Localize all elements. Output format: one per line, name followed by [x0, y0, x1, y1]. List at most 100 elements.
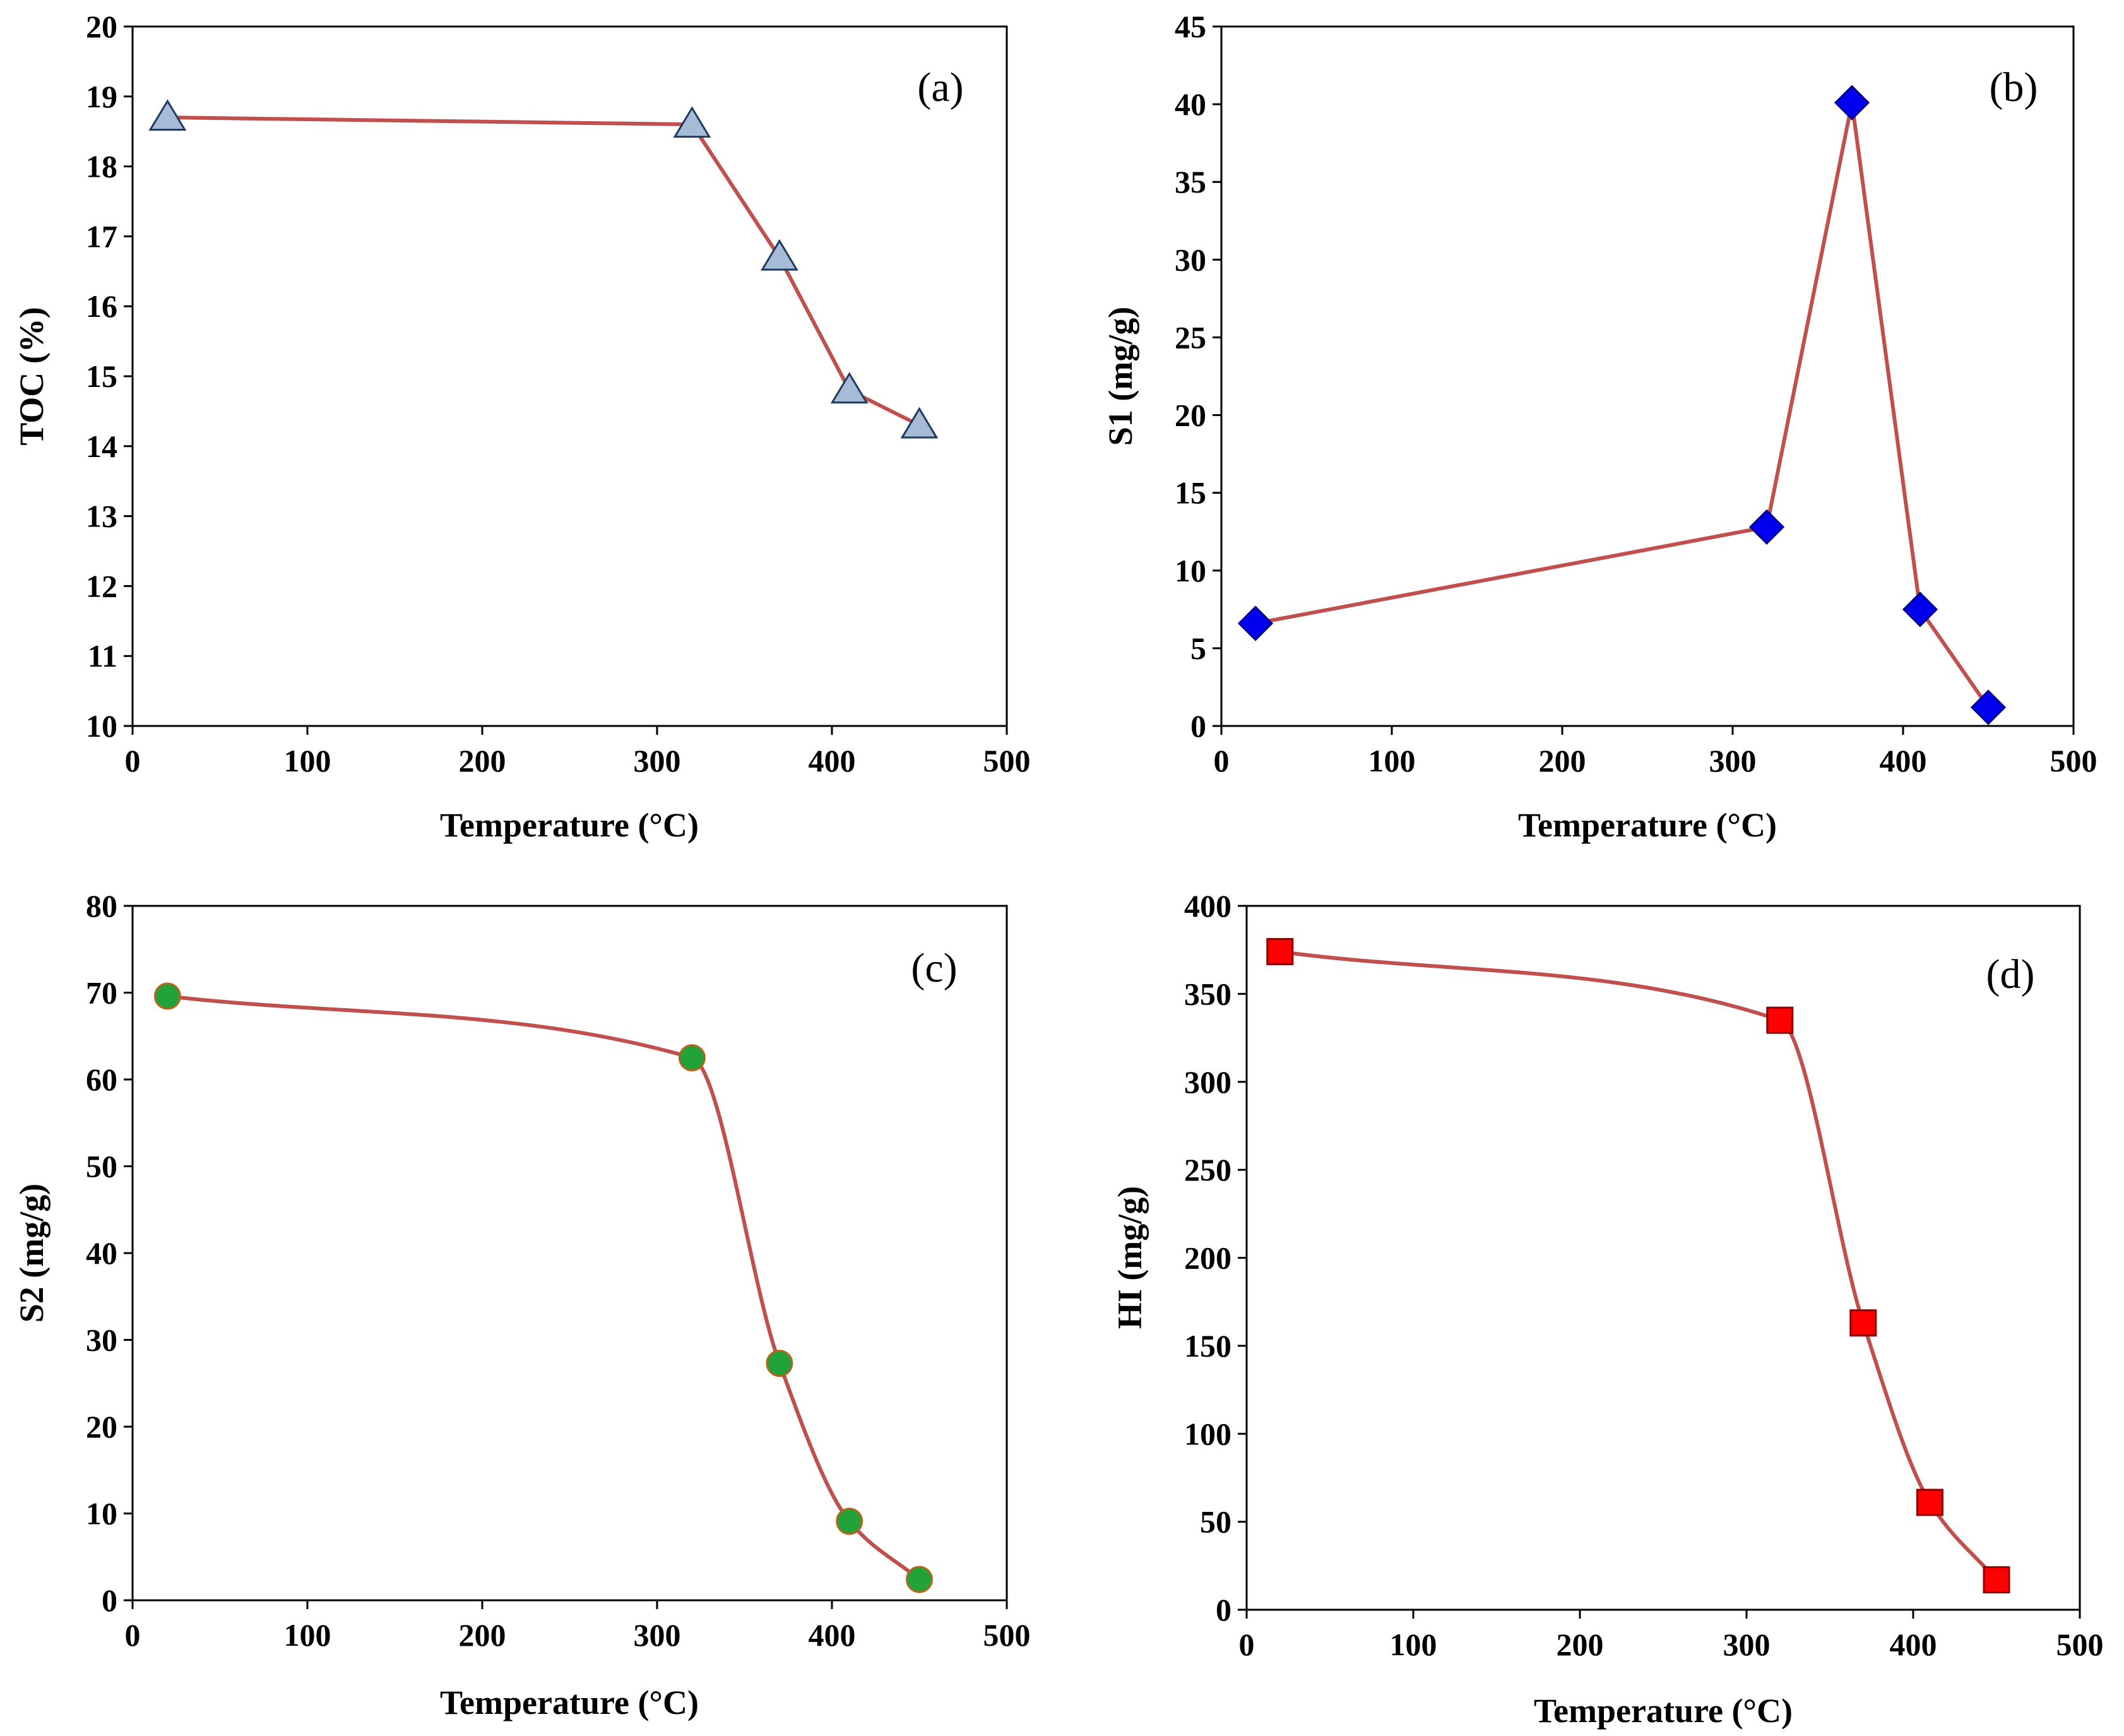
plot-area-a — [131, 25, 1008, 727]
y-tick-label: 10 — [86, 708, 117, 744]
panel-c: 0 10 20 30 40 50 60 70 80 0 100 200 300 400 500 (c) T… — [13, 888, 1031, 1721]
y-tick-label: 15 — [1175, 475, 1206, 511]
y-tick-label: 20 — [1175, 398, 1206, 433]
y-tick-label: 10 — [86, 1496, 117, 1531]
y-tick-label: 0 — [1190, 708, 1206, 744]
x-tick-label: 400 — [809, 1617, 856, 1653]
y-tick-label: 19 — [86, 79, 117, 114]
y-tick-label: 200 — [1184, 1240, 1231, 1276]
x-tick-label: 500 — [2056, 1627, 2104, 1662]
data-point-triangle — [830, 372, 869, 404]
y-tick-label: 40 — [1175, 86, 1206, 122]
x-tick-label: 0 — [1214, 743, 1230, 778]
data-point-square — [1849, 1309, 1877, 1337]
data-point-diamond — [1748, 509, 1785, 545]
x-tick-label: 100 — [1390, 1627, 1437, 1662]
data-point-circle — [153, 982, 181, 1010]
y-tick-label: 60 — [86, 1062, 117, 1097]
x-axis-title-c: Temperature (°C) — [440, 1684, 699, 1721]
data-point-circle — [678, 1044, 706, 1072]
y-tick-label: 80 — [86, 888, 117, 924]
x-axis-title-a: Temperature (°C) — [440, 806, 699, 844]
x-ticks-d: 0 100 200 300 400 500 — [1239, 1610, 2104, 1662]
y-tick-label: 0 — [1216, 1592, 1231, 1627]
y-tick-label: 20 — [86, 1409, 117, 1444]
y-tick-label: 16 — [86, 288, 117, 324]
x-tick-label: 300 — [1723, 1627, 1771, 1662]
data-point-circle — [906, 1566, 933, 1593]
x-tick-label: 100 — [284, 1617, 331, 1653]
y-ticks-a: 10 11 12 13 14 15 16 17 18 19 20 — [86, 9, 133, 744]
y-axis-title-b: S1 (mg/g) — [1101, 307, 1139, 446]
data-point-triangle — [760, 239, 798, 271]
x-tick-label: 200 — [1539, 743, 1586, 778]
y-tick-label: 10 — [1175, 553, 1206, 588]
x-tick-label: 500 — [983, 743, 1031, 778]
x-tick-label: 400 — [1880, 743, 1927, 778]
x-tick-label: 200 — [459, 743, 506, 778]
y-axis-title-d: HI (mg/g) — [1111, 1186, 1149, 1329]
x-tick-label: 400 — [1890, 1627, 1937, 1662]
data-point-diamond — [1970, 689, 2007, 725]
data-point-square — [1916, 1489, 1943, 1516]
y-tick-label: 35 — [1175, 164, 1206, 199]
data-point-diamond — [1237, 605, 1274, 641]
y-tick-label: 18 — [86, 149, 117, 184]
y-tick-label: 13 — [86, 499, 117, 534]
markers-d — [1266, 937, 2010, 1594]
y-tick-label: 50 — [86, 1149, 117, 1184]
markers-a — [148, 99, 939, 439]
y-tick-label: 70 — [86, 975, 117, 1011]
data-point-diamond — [1902, 592, 1938, 627]
x-tick-label: 500 — [983, 1617, 1031, 1653]
y-tick-label: 350 — [1184, 976, 1231, 1011]
y-tick-label: 40 — [86, 1235, 117, 1271]
y-tick-label: 100 — [1184, 1416, 1231, 1451]
y-tick-label: 5 — [1190, 631, 1206, 666]
y-tick-label: 400 — [1184, 888, 1231, 924]
data-point-triangle — [673, 106, 711, 138]
x-tick-label: 100 — [1368, 743, 1416, 778]
x-tick-label: 0 — [1239, 1627, 1255, 1662]
x-tick-label: 0 — [125, 743, 141, 778]
data-point-triangle — [900, 407, 939, 439]
y-tick-label: 50 — [1200, 1504, 1231, 1540]
y-tick-label: 150 — [1184, 1328, 1231, 1364]
y-ticks-c: 0 10 20 30 40 50 60 70 80 — [86, 888, 133, 1618]
data-point-circle — [766, 1350, 793, 1377]
y-tick-label: 300 — [1184, 1064, 1231, 1100]
y-tick-label: 17 — [86, 218, 117, 254]
data-point-square — [1266, 937, 1294, 965]
y-tick-label: 11 — [88, 638, 117, 674]
x-tick-label: 200 — [459, 1617, 506, 1653]
x-ticks-b: 0 100 200 300 400 500 — [1214, 726, 2097, 778]
markers-c — [153, 982, 933, 1593]
panel-d: 0 50 100 150 200 250 300 350 400 0 100 200 300 400 50… — [1111, 888, 2104, 1730]
data-point-diamond — [1834, 85, 1870, 121]
y-axis-title-a: TOC (%) — [13, 307, 50, 446]
panel-label-a: (a) — [917, 64, 963, 110]
plot-area-d — [1245, 905, 2081, 1611]
y-tick-label: 15 — [86, 359, 117, 394]
data-point-triangle — [148, 99, 187, 131]
panel-label-b: (b) — [1990, 64, 2038, 110]
x-tick-label: 300 — [1709, 743, 1757, 778]
y-tick-label: 45 — [1175, 9, 1206, 44]
y-tick-label: 250 — [1184, 1152, 1231, 1187]
x-tick-label: 200 — [1557, 1627, 1604, 1662]
data-point-square — [1766, 1006, 1794, 1034]
x-tick-label: 300 — [634, 743, 681, 778]
y-tick-label: 0 — [102, 1583, 117, 1618]
y-tick-label: 30 — [86, 1323, 117, 1358]
plot-area-b — [1220, 25, 2075, 727]
x-axis-title-b: Temperature (°C) — [1518, 806, 1777, 844]
data-point-square — [1983, 1566, 2010, 1594]
y-tick-label: 30 — [1175, 242, 1206, 277]
y-tick-label: 14 — [86, 429, 117, 464]
y-ticks-b: 0 5 10 15 20 25 30 35 40 45 — [1175, 9, 1221, 744]
x-tick-label: 500 — [2050, 743, 2097, 778]
x-ticks-c: 0 100 200 300 400 500 — [125, 1600, 1031, 1653]
